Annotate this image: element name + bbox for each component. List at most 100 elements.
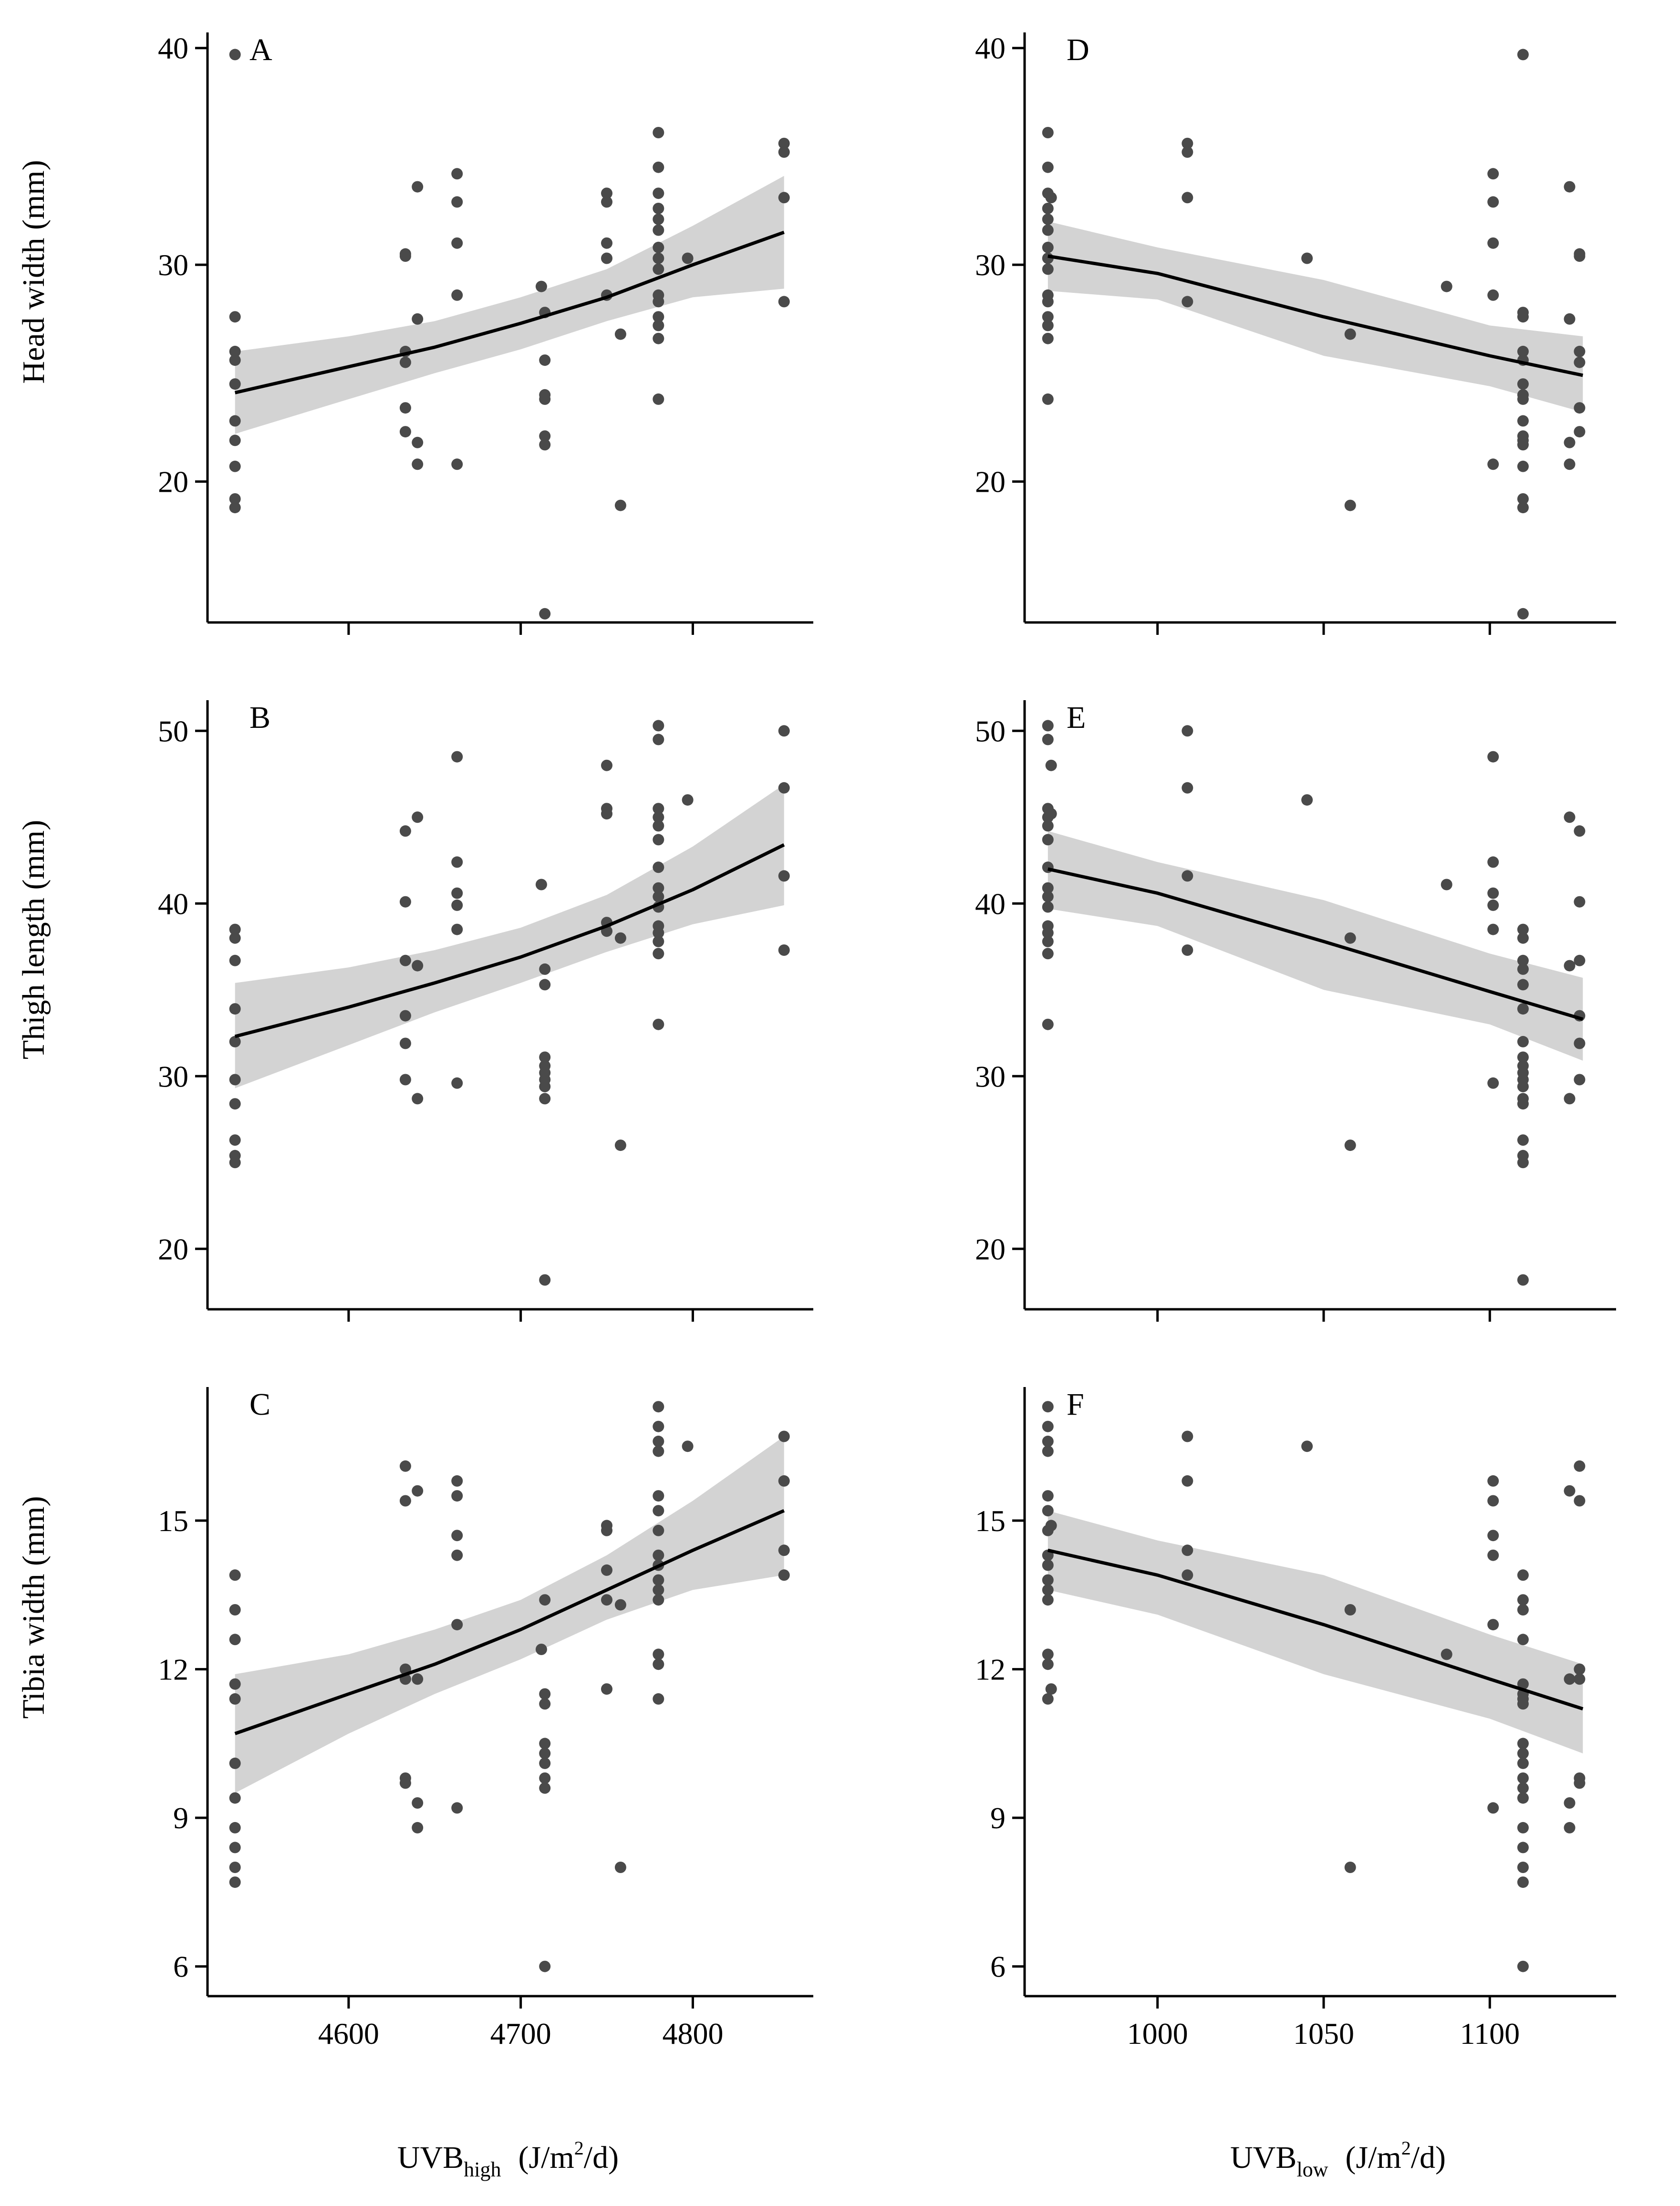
- panel-b-point-4: [229, 1036, 241, 1047]
- panel-b-point-1: [229, 932, 241, 944]
- panel-e-point-23: [1344, 1139, 1356, 1151]
- panel-f-point-33: [1517, 1604, 1529, 1616]
- panel-d-point-46: [1564, 313, 1576, 325]
- panel-b-point-15: [399, 1074, 411, 1086]
- panel-b-point-61: [778, 944, 790, 956]
- panel-f-point-30: [1487, 1802, 1499, 1814]
- panel-b-point-40: [614, 932, 626, 944]
- panel-a-point-52: [653, 320, 664, 331]
- panel-b-points: [229, 720, 790, 1286]
- panel-c-point-42: [614, 1599, 626, 1611]
- panel-c-point-33: [539, 1757, 551, 1769]
- panel-a-point-33: [601, 187, 612, 199]
- panel-a-point-2: [229, 345, 241, 357]
- panel-f-point-29: [1487, 1619, 1499, 1631]
- panel-a-point-29: [539, 393, 551, 405]
- panel-c-point-8: [229, 1842, 241, 1854]
- panel-f-y-tick-label-9: 9: [990, 1801, 1006, 1835]
- panel-f-point-40: [1517, 1748, 1529, 1760]
- panel-f: 6 9 12 15 1000 1050 1100 F: [975, 1387, 1616, 2051]
- panel-f-point-56: [1574, 1663, 1586, 1675]
- panel-f-point-49: [1517, 1960, 1529, 1972]
- panel-e: 20 30 40 50 E: [975, 700, 1616, 1322]
- panel-f-point-25: [1487, 1475, 1499, 1487]
- panel-e-point-42: [1517, 1081, 1529, 1092]
- panel-d-point-5: [1042, 224, 1054, 236]
- panel-a-point-11: [399, 250, 411, 262]
- panel-f-point-4: [1042, 1490, 1054, 1502]
- panel-c-point-16: [399, 1777, 411, 1789]
- panel-d-point-32: [1517, 345, 1529, 357]
- panel-f-x-tick-label-1000: 1000: [1127, 2017, 1188, 2051]
- panel-e-point-7: [1042, 882, 1054, 894]
- panel-c-point-19: [412, 1797, 424, 1809]
- panel-e-point-12: [1042, 935, 1054, 947]
- panel-d-y-tick-label-40: 40: [975, 31, 1006, 65]
- panel-a-point-30: [539, 430, 551, 442]
- panel-c-point-57: [653, 1658, 664, 1670]
- panel-a-point-46: [653, 241, 664, 253]
- panel-f-point-18: [1182, 1475, 1193, 1487]
- panel-f-point-19: [1182, 1544, 1193, 1556]
- x-axis-title-uvb-high-superscript: 2: [574, 2137, 584, 2159]
- panel-c-point-25: [451, 1619, 463, 1631]
- panel-f-point-43: [1517, 1782, 1529, 1794]
- panel-a-point-31: [539, 439, 551, 451]
- panel-b-point-34: [539, 1274, 551, 1286]
- panel-a-point-55: [682, 252, 694, 264]
- panel-a-point-14: [399, 402, 411, 414]
- panel-b-point-13: [399, 1010, 411, 1022]
- panel-b-point-55: [653, 948, 664, 960]
- panel-a-point-53: [653, 332, 664, 344]
- panel-d-y-tick-label-20: 20: [975, 465, 1006, 499]
- panel-c-point-12: [399, 1495, 411, 1507]
- panel-c-point-4: [229, 1693, 241, 1705]
- panel-c-point-22: [451, 1490, 463, 1502]
- panel-e-point-51: [1564, 1093, 1576, 1105]
- panel-f-point-59: [1574, 1777, 1586, 1789]
- panel-e-point-44: [1517, 1098, 1529, 1110]
- panel-c-point-60: [778, 1430, 790, 1442]
- panel-c-point-23: [451, 1530, 463, 1542]
- panel-f-point-51: [1564, 1673, 1576, 1685]
- panels: 20 30 40 A 20 30 40 50 B 6 9 12 15 4600 4700 4800 C 20 30 4…: [158, 31, 1616, 2051]
- panel-b-point-58: [778, 725, 790, 737]
- panel-a-point-57: [778, 146, 790, 158]
- panel-a-point-19: [412, 458, 424, 470]
- panel-b-point-54: [653, 935, 664, 947]
- panel-e-point-31: [1517, 923, 1529, 935]
- panel-b-y-tick-label-30: 30: [158, 1059, 188, 1093]
- panel-a-point-35: [601, 237, 612, 249]
- panel-a-point-34: [601, 196, 612, 208]
- panel-b-point-17: [412, 960, 424, 972]
- panel-e-point-11: [1042, 927, 1054, 939]
- panel-e-point-33: [1517, 954, 1529, 966]
- panel-b-point-22: [451, 899, 463, 911]
- panel-c-point-2: [229, 1634, 241, 1646]
- panel-c-point-27: [535, 1644, 547, 1655]
- panel-d-point-10: [1042, 296, 1054, 308]
- panel-b: 20 30 40 50 B: [158, 700, 813, 1322]
- panel-c-point-28: [539, 1594, 551, 1606]
- panel-c-point-34: [539, 1772, 551, 1784]
- panel-e-point-57: [1574, 1074, 1586, 1086]
- panel-c-point-59: [682, 1440, 694, 1452]
- panel-a-point-25: [535, 280, 547, 292]
- panel-d-point-6: [1042, 241, 1054, 253]
- panel-b-point-48: [653, 861, 664, 873]
- panel-d-point-11: [1042, 311, 1054, 323]
- panel-a-point-3: [229, 354, 241, 366]
- panel-f-point-5: [1042, 1505, 1054, 1517]
- panel-b-point-60: [778, 870, 790, 882]
- panel-d-point-23: [1441, 280, 1452, 292]
- panel-d-point-17: [1182, 146, 1193, 158]
- panel-c-point-17: [412, 1485, 424, 1497]
- x-axis-title-uvb-high-unit-end: /d): [584, 2140, 619, 2175]
- panel-e-point-25: [1487, 751, 1499, 763]
- panel-e-point-48: [1517, 1274, 1529, 1286]
- panel-e-point-27: [1487, 887, 1499, 899]
- panel-d-point-34: [1517, 378, 1529, 390]
- panel-f-point-39: [1517, 1738, 1529, 1750]
- panel-b-point-5: [229, 1074, 241, 1086]
- panel-d-point-44: [1517, 608, 1529, 620]
